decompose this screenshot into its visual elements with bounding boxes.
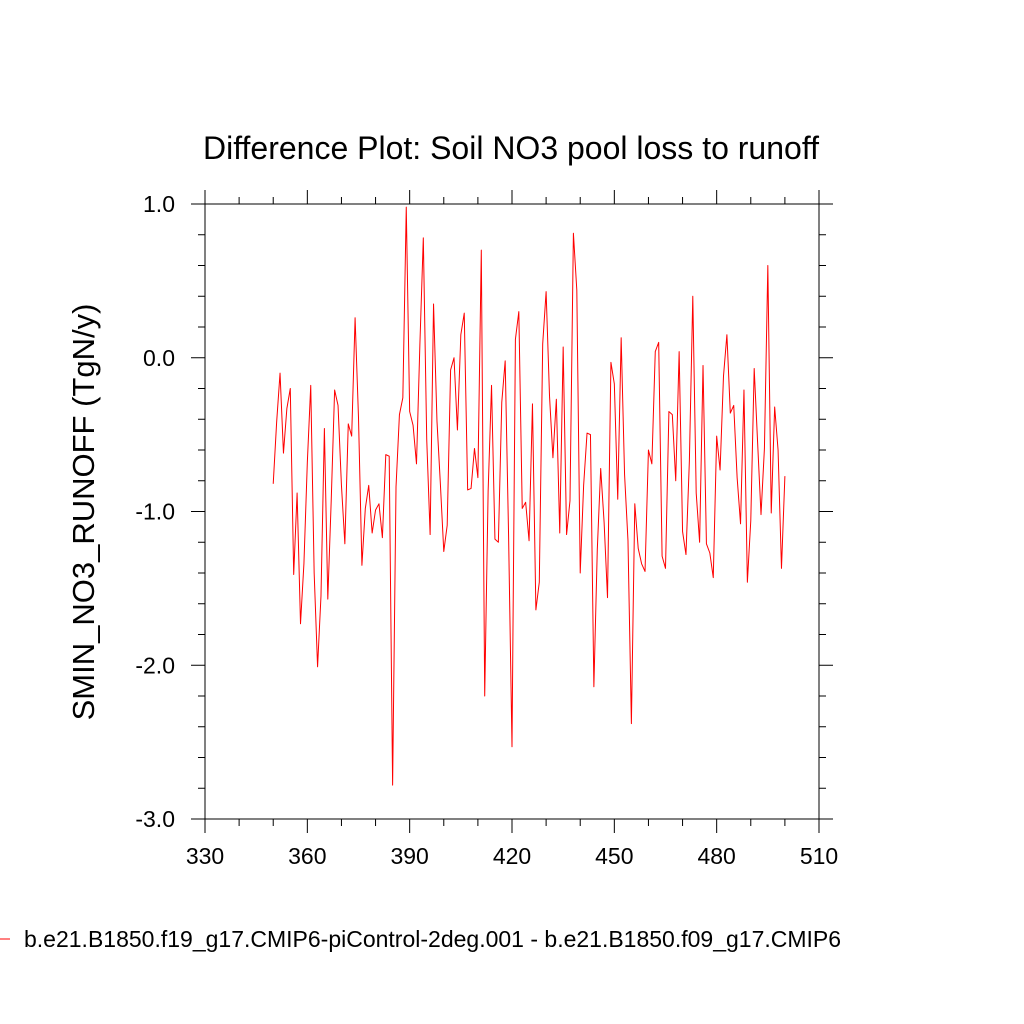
y-tick-label: -3.0 (135, 806, 175, 832)
y-axis-label: SMIN_NO3_RUNOFF (TgN/y) (66, 304, 101, 721)
x-tick-label: 450 (595, 843, 633, 869)
y-tick-label: 0.0 (143, 345, 175, 371)
axis-ticks (191, 190, 833, 833)
axis-tick-labels: 330 360 390 420 450 480 510 1.0 0.0 -1.0 -2.0 -3.0 (135, 191, 838, 869)
legend-label: b.e21.B1850.f19_g17.CMIP6-piControl-2deg… (24, 926, 841, 952)
legend: b.e21.B1850.f19_g17.CMIP6-piControl-2deg… (0, 926, 841, 952)
x-tick-label: 420 (493, 843, 531, 869)
x-tick-label: 510 (800, 843, 838, 869)
y-tick-label: -1.0 (135, 499, 175, 525)
x-tick-label: 360 (288, 843, 326, 869)
x-tick-label: 480 (697, 843, 735, 869)
series-line (272, 206, 786, 786)
y-tick-label: 1.0 (143, 191, 175, 217)
y-tick-label: -2.0 (135, 652, 175, 678)
chart-title: Difference Plot: Soil NO3 pool loss to r… (203, 130, 819, 166)
x-tick-label: 330 (186, 843, 224, 869)
x-tick-label: 390 (390, 843, 428, 869)
